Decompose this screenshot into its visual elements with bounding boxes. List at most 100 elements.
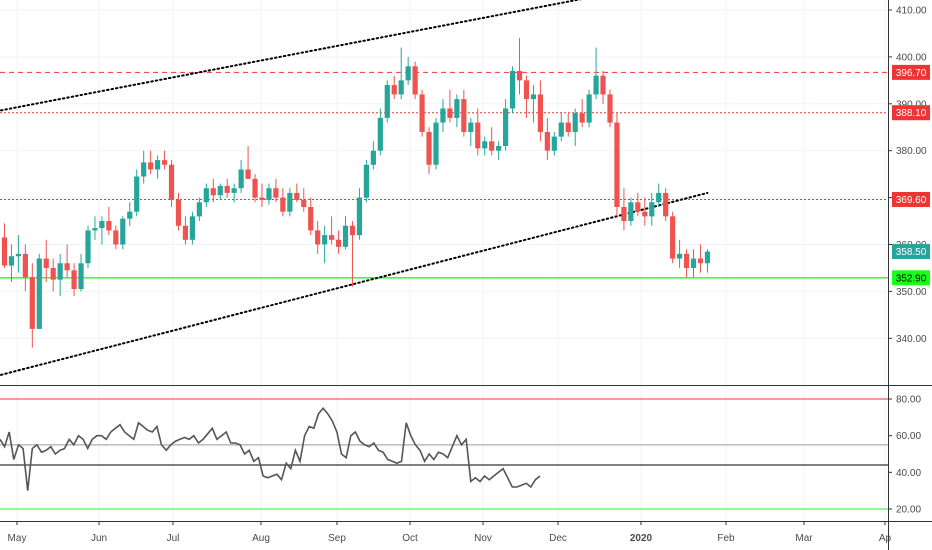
oscillator-line (0, 406, 541, 491)
candle-body (210, 188, 216, 196)
candle (565, 113, 571, 137)
oscillator-panel (0, 398, 888, 510)
candle (155, 155, 161, 179)
candle (642, 197, 648, 226)
candle (224, 178, 230, 198)
candle-body (663, 192, 669, 217)
candle-body (1, 237, 8, 266)
candle (50, 258, 56, 292)
candle (29, 263, 35, 348)
candle (677, 239, 683, 268)
candle (419, 89, 425, 137)
candle (64, 244, 70, 278)
candle-body (516, 70, 523, 81)
candle (670, 211, 676, 264)
candle-body (426, 131, 432, 165)
price-badge-bg (892, 244, 930, 260)
x-tick-label: Oct (402, 533, 418, 544)
candle (468, 117, 474, 147)
candle-body (99, 221, 105, 229)
price-badge-bg (892, 64, 930, 80)
candle-body (29, 277, 35, 329)
x-tick-label: Mar (795, 533, 813, 544)
candle (656, 183, 662, 207)
candle-body (203, 188, 209, 203)
candle (447, 89, 453, 123)
candle-body (635, 202, 641, 212)
price-badge-bg (892, 270, 930, 286)
candle (210, 178, 216, 203)
candle (238, 160, 244, 193)
candle (252, 174, 258, 203)
candle-body (85, 230, 91, 264)
osc-tick-label: 60.00 (896, 431, 921, 442)
candle-body (468, 122, 474, 132)
candle-body (71, 270, 77, 290)
candle (412, 61, 418, 100)
candle (15, 235, 21, 273)
candle-body (36, 258, 42, 329)
candle-body (607, 94, 613, 123)
candle (57, 253, 63, 297)
candle-body (106, 221, 112, 231)
osc-tick-label: 80.00 (896, 395, 921, 406)
candle (607, 89, 613, 128)
candle (433, 117, 439, 170)
candle-body (677, 253, 683, 259)
candle-body (15, 253, 21, 257)
candle (120, 216, 126, 250)
candle-body (572, 113, 578, 132)
candle-body (168, 164, 175, 200)
candle-body (8, 256, 15, 266)
candle-body (50, 267, 56, 280)
candle-body (322, 235, 328, 245)
candle-body (565, 122, 571, 132)
candle-body (315, 230, 321, 245)
candle (203, 183, 209, 207)
osc-tick-label: 40.00 (896, 468, 921, 479)
candle (663, 188, 669, 222)
candle (572, 108, 578, 147)
candle-body (704, 251, 711, 264)
candle-body (461, 99, 467, 132)
candle (489, 127, 495, 156)
candle-body (363, 164, 369, 198)
candle (189, 211, 195, 245)
price-badge-label: 396.70 (896, 68, 927, 79)
candle (426, 127, 432, 175)
candle (99, 216, 105, 245)
candle-body (419, 94, 425, 132)
candle (509, 66, 516, 114)
candle-body (22, 253, 28, 278)
candle-body (134, 176, 140, 212)
candle-body (342, 225, 349, 247)
candle (335, 230, 342, 254)
candle (558, 113, 564, 142)
candle-body (656, 192, 662, 203)
candle-body (356, 197, 363, 236)
candle (482, 136, 488, 156)
price-level-lines (0, 71, 888, 279)
candle (71, 263, 77, 297)
x-tick-label: Sep (328, 533, 346, 544)
candle (628, 197, 634, 226)
candle-body (161, 160, 168, 165)
candle (579, 99, 585, 128)
candle-body (252, 178, 258, 198)
candle (586, 89, 592, 128)
candle-body (544, 131, 550, 151)
grid-lines (0, 0, 888, 521)
candle-body (537, 94, 543, 132)
candle-body (92, 228, 98, 231)
candle (92, 216, 98, 240)
candle (245, 146, 251, 179)
candle-body (593, 75, 599, 95)
candle (280, 188, 286, 217)
candle-body (600, 75, 606, 95)
candle (322, 225, 328, 264)
candle-body (78, 263, 84, 290)
candle (496, 141, 502, 161)
candle-body (670, 216, 676, 259)
candle-body (266, 188, 272, 200)
